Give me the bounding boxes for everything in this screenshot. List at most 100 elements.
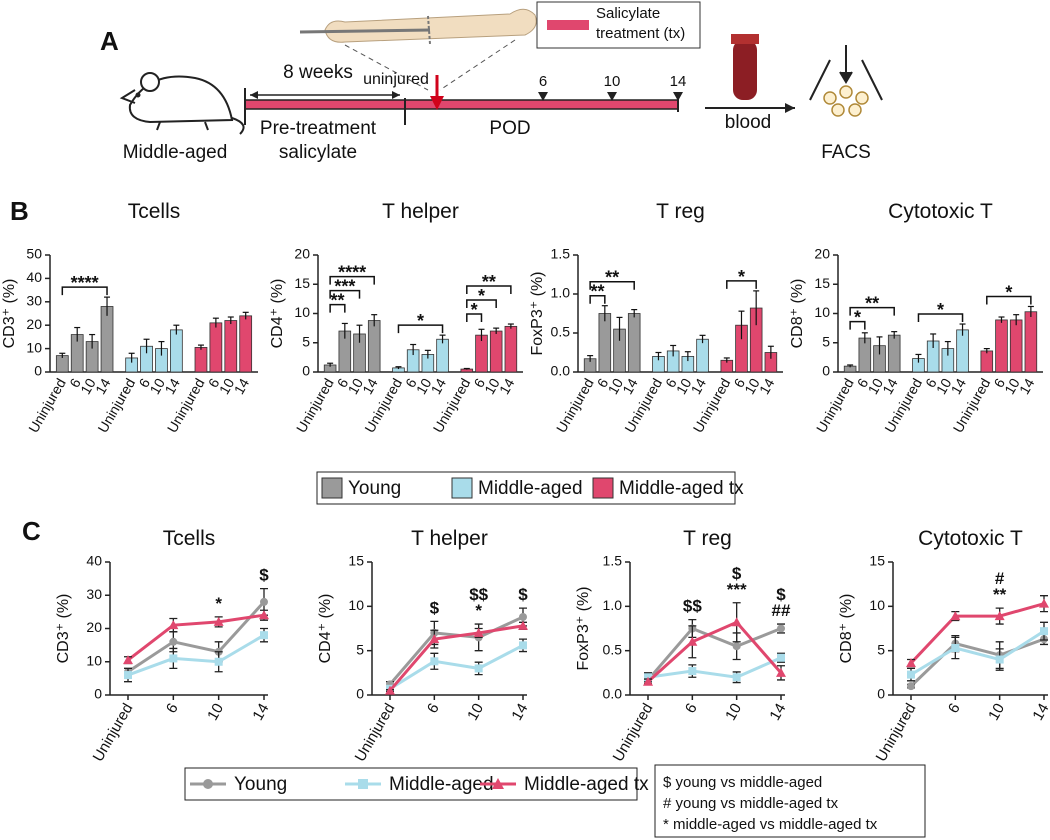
series-line	[646, 620, 783, 683]
series-line	[127, 613, 265, 662]
x-tick-label: 6	[682, 701, 701, 717]
y-tick-label: 5	[822, 333, 830, 349]
x-tick-label: 10	[604, 375, 626, 397]
significance-label: **	[482, 272, 496, 292]
x-tick-label: 10	[722, 701, 745, 724]
x-tick-label: 14	[1029, 701, 1050, 724]
significance-bracket	[329, 303, 346, 313]
marker	[907, 682, 915, 691]
y-tick-label: 20	[294, 246, 310, 262]
significance-label: *	[854, 308, 861, 328]
significance-label: *	[215, 594, 222, 613]
y-tick-label: 15	[869, 553, 885, 569]
y-tick-label: 0	[356, 686, 364, 702]
marker	[430, 657, 439, 666]
y-tick-label: 0.5	[603, 641, 623, 657]
marker	[358, 779, 368, 789]
bar	[1024, 311, 1038, 373]
marker	[519, 641, 527, 650]
significance-label: **	[993, 585, 1007, 604]
x-tick-label: 10	[77, 375, 99, 397]
significance-bracket	[726, 280, 757, 289]
x-tick-label: 14	[249, 701, 272, 724]
marker	[203, 779, 213, 789]
bar	[627, 313, 641, 373]
legend-label: Middle-aged tx	[619, 478, 744, 499]
x-tick-label: Uninjured	[293, 376, 337, 436]
series-line	[910, 629, 1045, 676]
significance-label: **	[605, 268, 619, 288]
y-axis-label: CD3⁺ (%)	[55, 594, 72, 664]
bar	[696, 338, 709, 373]
y-tick-label: 0	[302, 363, 310, 379]
y-tick-label: 15	[348, 553, 364, 569]
y-tick-label: 15	[814, 275, 830, 291]
significance-label: ****	[338, 263, 366, 283]
y-axis-label: FoxP3⁺ (%)	[575, 586, 592, 670]
y-tick-label: 30	[86, 586, 102, 602]
significance-label: *	[1005, 282, 1012, 302]
x-tick-label: 14	[359, 375, 381, 397]
significance-label: $	[732, 564, 742, 583]
x-tick-label: 14	[161, 375, 183, 397]
bar	[504, 325, 518, 373]
y-tick-label: 1.0	[551, 285, 571, 301]
marker	[732, 642, 741, 651]
pretreatment-label: Pre-treatment	[260, 118, 377, 139]
chart-title: Tcells	[163, 527, 216, 550]
y-tick-label: 0	[34, 363, 42, 379]
significance-bracket	[466, 285, 512, 295]
x-tick-label: Uninjured	[25, 376, 69, 436]
marker	[951, 644, 960, 653]
x-tick-label: 10	[985, 701, 1008, 724]
x-tick-label: Uninjured	[813, 376, 857, 436]
x-tick-label: 14	[766, 701, 789, 724]
marker	[123, 655, 133, 665]
y-axis-label: CD4⁺ (%)	[317, 594, 334, 664]
panel-label: B	[10, 196, 29, 226]
y-axis-label: CD3⁺ (%)	[1, 279, 18, 349]
x-tick-label: 14	[687, 375, 709, 397]
significance-bracket	[466, 299, 497, 309]
marker	[474, 664, 483, 673]
x-tick-label: 10	[216, 375, 238, 397]
x-tick-label: 10	[204, 701, 227, 724]
bar	[224, 320, 238, 373]
x-tick-label: 14	[231, 375, 253, 397]
x-tick-label: 10	[146, 375, 168, 397]
y-tick-label: 5	[877, 641, 885, 657]
pod-tick: 6	[539, 73, 547, 90]
x-tick-label: 14	[92, 375, 114, 397]
legend-label: Middle-aged	[389, 774, 494, 795]
pod-tick: 14	[670, 73, 687, 90]
series-line	[646, 626, 782, 681]
x-tick-label: 6	[163, 701, 182, 717]
marker	[260, 631, 268, 640]
bar	[489, 330, 503, 373]
timeline	[244, 75, 683, 125]
chart-title: Cytotoxic T	[888, 200, 993, 223]
mouse-icon	[119, 72, 245, 135]
legend-label: Young	[348, 478, 401, 499]
x-tick-label: Uninjured	[90, 701, 137, 765]
marker	[687, 636, 698, 646]
bar	[980, 350, 994, 373]
significance-label: #	[995, 569, 1005, 588]
marker	[214, 657, 223, 666]
marker	[519, 612, 527, 621]
chart-title: T helper	[411, 527, 488, 550]
significance-label: **	[590, 282, 604, 302]
x-tick-label: 14	[1016, 375, 1038, 397]
bar	[367, 320, 381, 373]
marker	[260, 597, 268, 606]
x-tick-label: 14	[879, 375, 901, 397]
marker	[777, 624, 785, 633]
significance-label: ***	[334, 277, 355, 297]
y-tick-label: 5	[356, 641, 364, 657]
x-tick-label: Uninjured	[873, 701, 920, 765]
y-tick-label: 10	[348, 597, 364, 613]
note: * middle-aged vs middle-aged tx	[663, 816, 878, 833]
significance-label: ****	[71, 273, 99, 293]
x-tick-label: 14	[508, 701, 531, 724]
